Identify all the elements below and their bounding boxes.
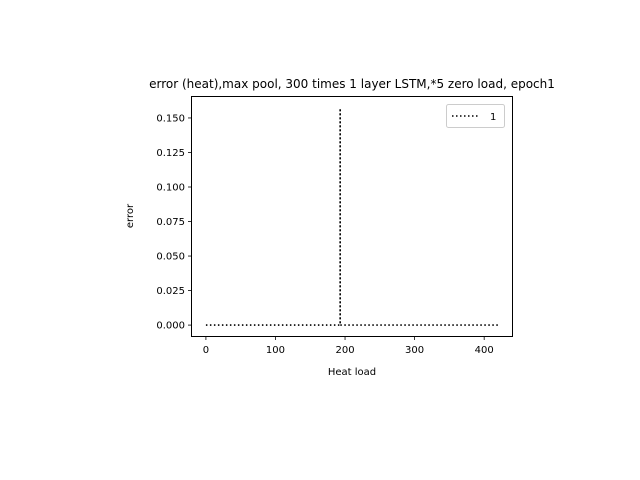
x-tick-label: 400	[475, 345, 494, 356]
y-tick-label: 0.125	[156, 148, 185, 159]
x-axis: 0 100 200 300 400	[203, 336, 494, 356]
y-tick-label: 0.100	[156, 183, 185, 194]
x-tick-label: 100	[266, 345, 285, 356]
y-tick-label: 0.075	[156, 217, 185, 228]
y-tick-label: 0.050	[156, 252, 185, 263]
legend-label-series-1: 1	[490, 112, 496, 123]
legend: 1	[446, 104, 505, 128]
x-tick-label: 0	[203, 345, 209, 356]
axes-frame	[191, 96, 513, 337]
chart-title: error (heat),max pool, 300 times 1 layer…	[149, 77, 555, 91]
series-line-1	[205, 108, 499, 326]
y-tick-label: 0.150	[156, 113, 185, 124]
x-axis-label: Heat load	[328, 367, 376, 378]
y-tick-label: 0.000	[156, 321, 185, 332]
legend-frame	[446, 104, 505, 128]
y-tick-label: 0.025	[156, 286, 185, 297]
x-tick-label: 200	[335, 345, 354, 356]
series-layer	[205, 108, 499, 326]
x-tick-label: 300	[405, 345, 424, 356]
plot-area	[191, 96, 513, 337]
y-axis: 0.000 0.025 0.050 0.075 0.100 0.125 0.150	[156, 113, 192, 332]
y-axis-label: error	[125, 203, 136, 228]
